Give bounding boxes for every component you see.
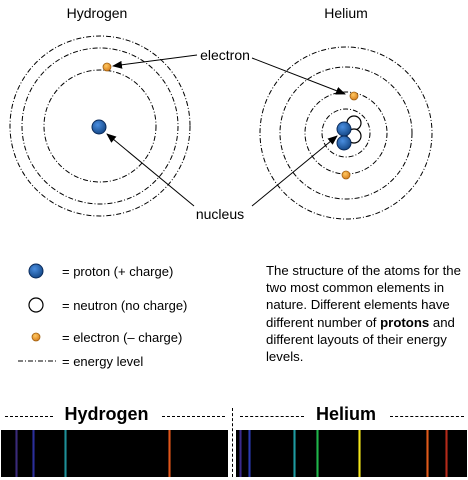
description-bold: protons (380, 314, 430, 330)
energy-level (279, 66, 413, 200)
hydrogen-atom (9, 35, 191, 217)
hydrogen-spectrum-title: Hydrogen (64, 404, 149, 424)
hydrogen-electron (102, 62, 112, 72)
energy-level (9, 35, 191, 217)
legend-neutron-label: = neutron (no charge) (62, 298, 187, 313)
helium-electron (349, 91, 359, 101)
legend: = proton (+ charge) = neutron (no charge… (18, 263, 187, 369)
helium-spectral-line (426, 430, 429, 477)
hydrogen-spectral-line (64, 430, 67, 477)
legend-electron-icon (31, 332, 41, 342)
energy-level (259, 46, 433, 220)
hydrogen-spectral-line (32, 430, 35, 477)
description-part1: The structure of the atoms for the two m… (266, 263, 461, 330)
hydrogen-spectrum (1, 430, 228, 477)
spectrum-divider (390, 416, 464, 417)
helium-atom (259, 46, 433, 220)
nucleus-callout: nucleus (196, 206, 244, 222)
legend-electron-label: = electron (– charge) (62, 330, 182, 345)
electron-arrow-helium (251, 57, 346, 95)
nucleus-arrow-helium (251, 135, 338, 207)
hydrogen-title: Hydrogen (67, 5, 128, 21)
spectrum-divider (5, 416, 53, 417)
helium-spectral-line (316, 430, 319, 477)
legend-proton-icon (28, 263, 44, 279)
spectrum-divider (240, 416, 304, 417)
energy-level (321, 108, 371, 158)
helium-spectral-line (248, 430, 251, 477)
helium-spectrum-title: Helium (315, 404, 376, 424)
electron-callout: electron (200, 47, 250, 63)
helium-title: Helium (324, 5, 368, 21)
helium-spectral-line (358, 430, 361, 477)
description-text: The structure of the atoms for the two m… (266, 262, 466, 365)
legend-proton-label: = proton (+ charge) (62, 264, 173, 279)
hydrogen-spectral-line (15, 430, 18, 477)
description-part2: and different layouts of their energy le… (266, 314, 455, 365)
helium-spectrum (236, 430, 467, 477)
hydrogen-spectral-line (168, 430, 171, 477)
helium-spectral-line (293, 430, 296, 477)
helium-spectral-line (445, 430, 448, 477)
helium-proton (336, 135, 352, 151)
legend-energy-level-label: = energy level (62, 354, 143, 369)
electron-arrow-hydrogen (112, 54, 198, 69)
energy-level (43, 69, 157, 183)
helium-electron (341, 170, 351, 180)
spectrum-divider (162, 416, 225, 417)
nucleus-arrow-hydrogen (106, 133, 195, 207)
spectra-separator (232, 408, 233, 477)
helium-proton (336, 121, 352, 137)
hydrogen-proton (91, 119, 107, 135)
helium-spectral-line (239, 430, 242, 477)
legend-neutron-icon (28, 297, 44, 313)
energy-level (21, 47, 179, 205)
